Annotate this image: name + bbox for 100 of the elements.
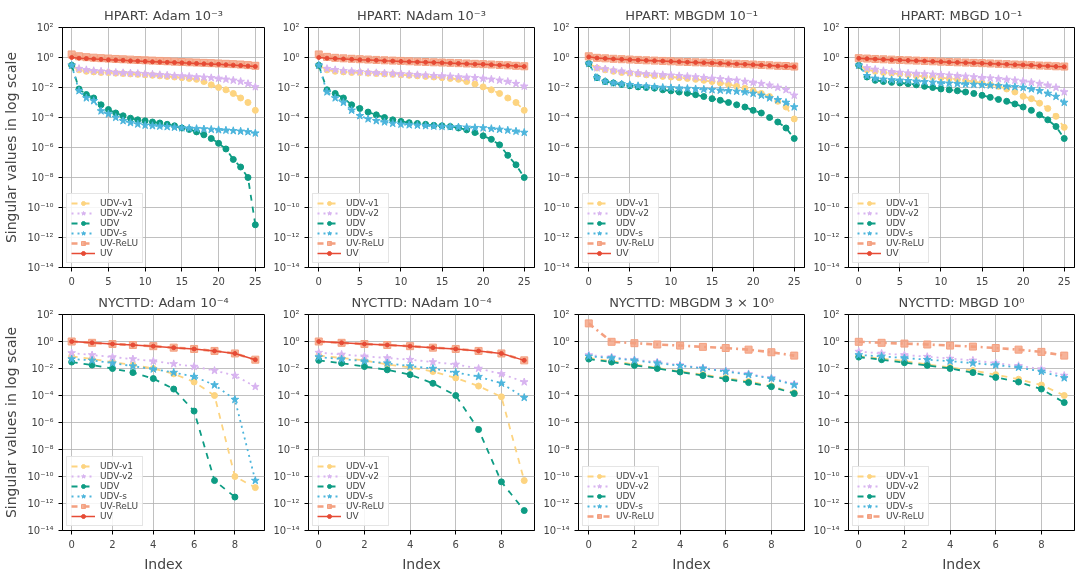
y-tick-label: 10⁰: [282, 52, 300, 63]
x-tick-label: 5: [896, 275, 904, 287]
legend-label: UDV-s: [346, 228, 373, 238]
y-tick-label: 10⁻¹⁰: [273, 202, 300, 213]
legend-label: UDV-v2: [886, 481, 920, 491]
legend-label: UV: [100, 248, 114, 258]
y-tick-label: 10⁻⁸: [277, 444, 300, 455]
y-tick-label: 10⁻⁸: [817, 172, 840, 183]
chart-title: NYCTTD: MBGD 10⁰: [898, 294, 1025, 310]
legend-label: UV-ReLU: [616, 238, 655, 248]
x-tick-label: 2: [361, 538, 368, 550]
legend-label: UDV: [886, 491, 906, 501]
x-tick-label: 6: [190, 538, 198, 550]
x-tick-label: 4: [946, 538, 954, 550]
y-tick-label: 10⁻⁴: [817, 112, 840, 123]
legend-label: UDV-s: [886, 228, 913, 238]
y-tick-label: 10⁻¹⁰: [273, 471, 300, 482]
y-tick-label: 10²: [822, 22, 840, 33]
legend-label: UV: [616, 248, 630, 258]
y-tick-label: 10⁻⁶: [817, 417, 840, 428]
x-tick-label: 0: [68, 538, 75, 550]
y-tick-label: 10⁻¹⁴: [273, 262, 300, 273]
y-tick-label: 10⁰: [36, 336, 54, 347]
y-tick-label: 10⁻⁴: [31, 112, 54, 123]
y-tick-label: 10⁻¹²: [543, 498, 570, 509]
legend-label: UDV-v1: [346, 461, 380, 471]
x-axis-title: Index: [942, 555, 981, 572]
y-tick-label: 10⁻¹⁴: [813, 262, 840, 273]
y-tick-label: 10⁰: [822, 336, 840, 347]
legend-label: UDV: [616, 491, 636, 501]
legend-label: UDV-v2: [100, 208, 134, 218]
y-tick-label: 10⁻⁶: [547, 142, 570, 153]
legend-label: UV: [100, 511, 114, 521]
y-tick-label: 10⁻¹²: [273, 232, 300, 243]
y-tick-label: 10⁻⁸: [547, 172, 570, 183]
x-tick-label: 20: [746, 275, 760, 287]
chart-title: HPART: Adam 10⁻³: [103, 7, 224, 23]
y-tick-label: 10⁻⁴: [31, 390, 54, 401]
y-tick-label: 10⁻¹²: [27, 232, 54, 243]
legend-label: UDV: [886, 218, 906, 228]
y-tick-label: 10⁻⁴: [817, 390, 840, 401]
legend-label: UV: [346, 248, 360, 258]
x-tick-label: 15: [975, 275, 989, 287]
y-tick-label: 10⁻¹²: [813, 232, 840, 243]
y-tick-label: 10²: [552, 309, 570, 320]
legend-label: UDV-v1: [346, 198, 380, 208]
x-tick-label: 15: [435, 275, 449, 287]
legend-label: UDV-v1: [616, 471, 650, 481]
legend-label: UDV-v1: [100, 461, 134, 471]
y-tick-label: 10⁻⁸: [817, 444, 840, 455]
chart-title: HPART: MBGD 10⁻¹: [900, 7, 1023, 23]
y-tick-label: 10²: [282, 22, 300, 33]
y-tick-label: 10⁰: [282, 336, 300, 347]
x-tick-label: 5: [105, 275, 112, 287]
legend-label: UDV-s: [616, 501, 643, 511]
legend-label: UDV-v2: [346, 471, 380, 481]
legend-label: UDV-s: [100, 491, 127, 501]
x-tick-label: 0: [315, 538, 322, 550]
chart-title: NYCTTD: Adam 10⁻⁴: [98, 294, 229, 310]
x-tick-label: 20: [212, 275, 225, 287]
y-tick-label: 10⁻¹²: [273, 498, 300, 509]
y-tick-label: 10⁻²: [547, 363, 570, 374]
y-tick-label: 10⁻²: [31, 363, 54, 374]
y-tick-label: 10⁻⁴: [547, 390, 570, 401]
x-tick-label: 5: [626, 275, 634, 287]
x-tick-label: 8: [768, 538, 775, 550]
chart-title: HPART: NAdam 10⁻³: [357, 7, 486, 23]
x-tick-label: 10: [664, 275, 678, 287]
x-tick-label: 0: [315, 275, 322, 287]
legend-label: UDV-v2: [886, 208, 920, 218]
legend-label: UV-ReLU: [346, 238, 385, 248]
y-tick-label: 10⁻¹²: [543, 232, 570, 243]
legend-label: UDV-v1: [100, 198, 134, 208]
y-tick-label: 10⁻²: [277, 82, 300, 93]
x-tick-label: 4: [676, 538, 684, 550]
legend-label: UDV-v1: [616, 198, 650, 208]
x-tick-label: 2: [631, 538, 638, 550]
y-tick-label: 10⁻²: [31, 82, 54, 93]
legend-label: UDV-v2: [100, 471, 134, 481]
y-tick-label: 10⁻¹⁰: [543, 202, 570, 213]
x-tick-label: 8: [1038, 538, 1045, 550]
y-tick-label: 10⁻¹²: [27, 498, 54, 509]
y-tick-label: 10⁻¹⁴: [543, 262, 570, 273]
legend-label: UDV-v2: [616, 481, 650, 491]
x-tick-label: 20: [1016, 275, 1030, 287]
legend-label: UDV-s: [100, 228, 127, 238]
x-tick-label: 15: [175, 275, 189, 287]
x-tick-label: 4: [406, 538, 414, 550]
y-tick-label: 10²: [36, 309, 54, 320]
y-tick-label: 10⁻⁶: [277, 417, 300, 428]
y-tick-label: 10⁻¹⁴: [27, 262, 54, 273]
x-tick-label: 5: [356, 275, 364, 287]
chart-title: NYCTTD: MBGDM 3 × 10⁰: [609, 294, 774, 310]
chart-title: NYCTTD: NAdam 10⁻⁴: [351, 294, 492, 310]
y-tick-label: 10⁻⁴: [277, 112, 300, 123]
y-tick-label: 10⁻⁸: [277, 172, 300, 183]
x-tick-label: 25: [248, 275, 262, 287]
x-tick-label: 15: [705, 275, 719, 287]
legend-label: UV-ReLU: [616, 511, 655, 521]
y-tick-label: 10⁻¹⁰: [27, 471, 54, 482]
